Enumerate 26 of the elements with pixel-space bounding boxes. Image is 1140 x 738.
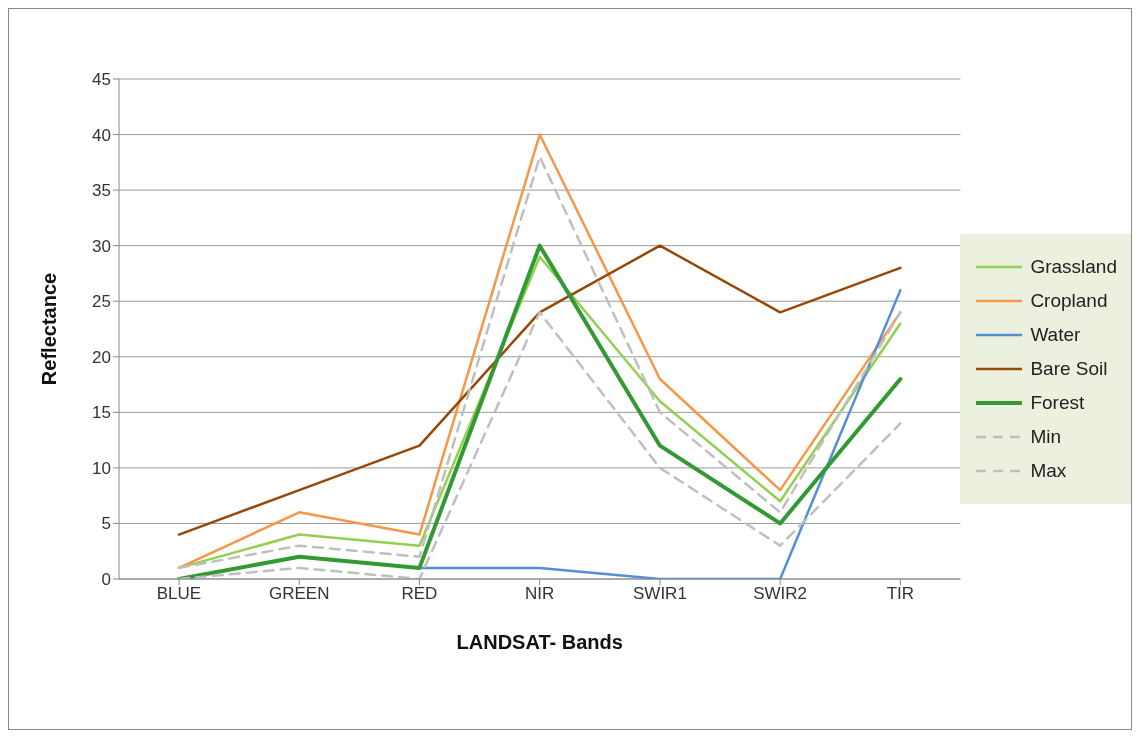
x-tick-label: BLUE [156, 584, 202, 604]
y-tick-label: 15 [92, 403, 111, 423]
y-tick-label: 35 [92, 181, 111, 201]
legend-label: Grassland [1030, 255, 1117, 279]
x-tick-label: SWIR1 [633, 584, 687, 604]
x-tick-label: TIR [886, 584, 915, 604]
x-tick-label: NIR [525, 584, 555, 604]
y-tick-label: 25 [92, 292, 111, 312]
legend-label: Forest [1030, 391, 1085, 415]
legend-label: Cropland [1030, 289, 1108, 313]
legend-label: Max [1030, 459, 1067, 483]
y-tick-label: 30 [92, 236, 111, 256]
legend-label: Bare Soil [1030, 357, 1108, 381]
y-tick-label: 45 [92, 70, 111, 90]
x-axis-title: LANDSAT- Bands [456, 631, 623, 653]
x-tick-label: GREEN [269, 584, 330, 604]
y-axis-title: Reflectance [38, 272, 61, 386]
x-tick-label: SWIR2 [753, 584, 808, 604]
y-tick-label: 10 [92, 458, 111, 478]
y-tick-label: 20 [92, 347, 111, 367]
legend-label: Min [1030, 425, 1062, 449]
y-tick-label: 40 [92, 125, 111, 145]
legend-label: Water [1030, 323, 1081, 347]
y-tick-label: 5 [101, 514, 111, 534]
x-tick-label: RED [401, 584, 438, 604]
y-tick-label: 0 [101, 570, 111, 590]
